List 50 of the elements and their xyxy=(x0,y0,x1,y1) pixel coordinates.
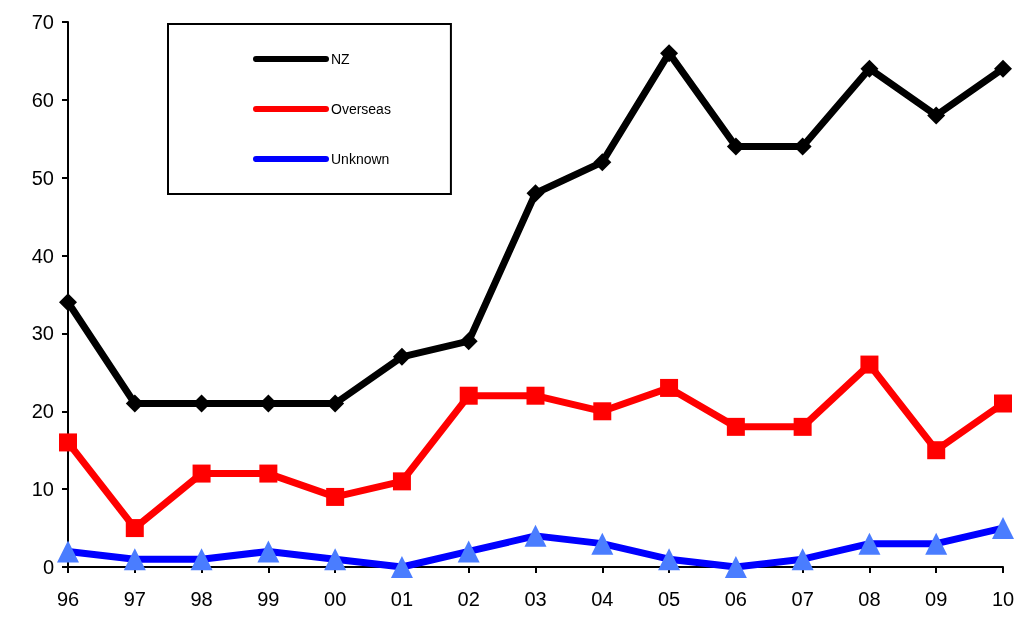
y-tick-label: 70 xyxy=(31,11,54,33)
legend-label: NZ xyxy=(331,51,351,67)
point xyxy=(994,394,1012,413)
x-tick-label: 09 xyxy=(925,588,948,610)
x-tick-label: 98 xyxy=(190,588,213,610)
point xyxy=(392,347,411,366)
point xyxy=(59,293,77,312)
x-tick-label: 10 xyxy=(991,588,1015,610)
point xyxy=(593,153,612,172)
y-tick-label: 20 xyxy=(31,400,54,423)
y-tick-label: 40 xyxy=(31,244,54,267)
x-tick-label: 96 xyxy=(56,588,80,610)
y-tick-label: 0 xyxy=(42,556,54,578)
x-tick-label: 05 xyxy=(657,588,681,610)
point xyxy=(860,355,879,374)
point xyxy=(860,59,879,78)
point xyxy=(526,386,545,405)
x-tick-label: 04 xyxy=(591,588,614,610)
x-tick-label: 01 xyxy=(390,588,414,610)
point xyxy=(593,402,612,421)
point xyxy=(392,472,411,491)
point xyxy=(726,417,745,436)
x-tick-label: 06 xyxy=(724,588,747,610)
x-tick-label: 99 xyxy=(257,588,280,610)
point xyxy=(459,386,478,405)
point xyxy=(326,487,345,506)
point xyxy=(994,59,1012,78)
point xyxy=(660,44,679,63)
point xyxy=(192,464,211,483)
x-tick-label: 08 xyxy=(858,588,881,610)
x-tick-label: 07 xyxy=(791,588,814,610)
point xyxy=(660,378,679,397)
x-tick-label: 02 xyxy=(457,588,480,610)
point xyxy=(927,441,946,460)
point xyxy=(927,106,946,125)
point xyxy=(793,417,812,436)
x-tick-label: 97 xyxy=(123,588,146,610)
legend-label: Overseas xyxy=(331,101,391,117)
point xyxy=(459,332,478,351)
y-tick-label: 50 xyxy=(31,166,54,189)
x-tick-label: 00 xyxy=(324,588,347,610)
point xyxy=(526,184,545,203)
y-tick-label: 60 xyxy=(31,88,54,111)
y-tick-label: 30 xyxy=(31,322,54,345)
legend-label: Unknown xyxy=(331,151,390,167)
x-tick-label: 03 xyxy=(524,588,547,610)
point xyxy=(59,433,77,452)
y-tick-label: 10 xyxy=(31,478,54,501)
point xyxy=(125,519,144,538)
point xyxy=(259,464,278,483)
